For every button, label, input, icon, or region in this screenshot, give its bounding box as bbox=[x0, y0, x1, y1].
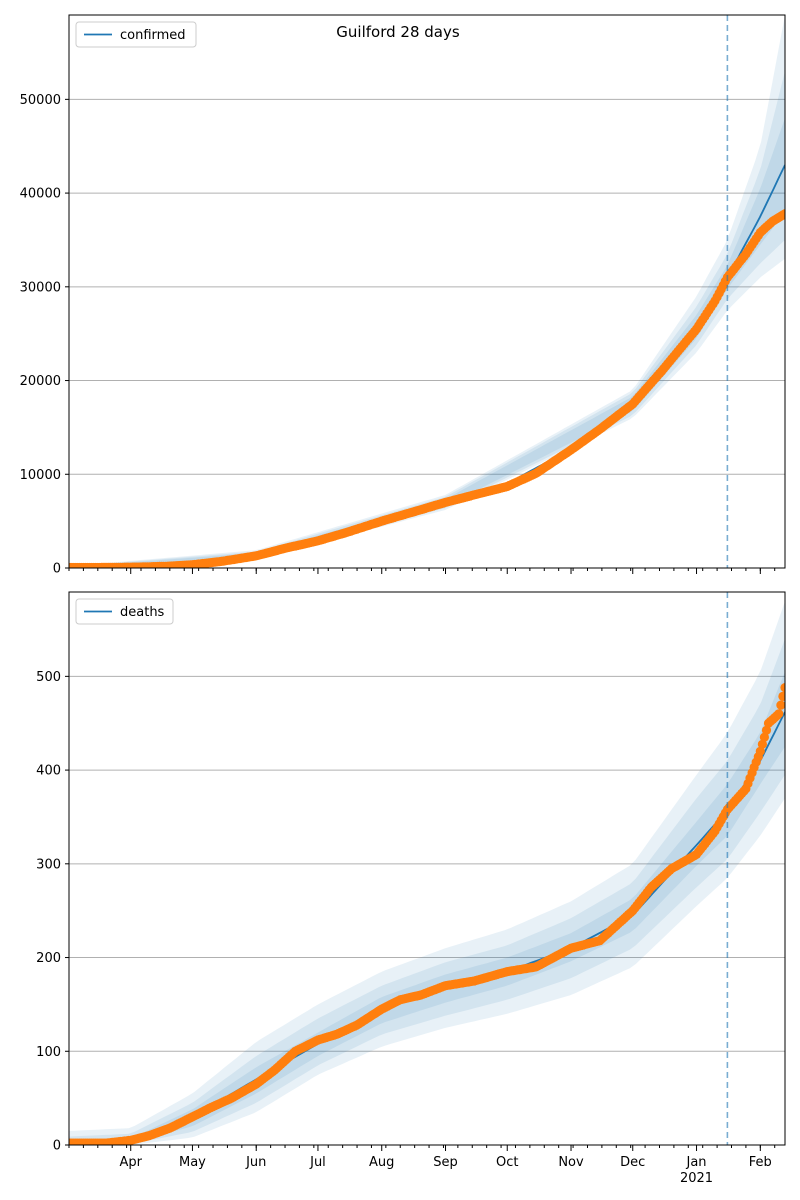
legend-box bbox=[75, 598, 174, 625]
observed-point bbox=[778, 691, 785, 701]
y-tick-label: 100 bbox=[36, 1045, 61, 1060]
observed-series bbox=[69, 683, 785, 1145]
y-tick-label: 30000 bbox=[20, 280, 61, 295]
observed-point bbox=[774, 709, 784, 719]
observed-point bbox=[780, 209, 785, 219]
uncertainty-band bbox=[69, 71, 785, 568]
y-tick-label: 10000 bbox=[20, 468, 61, 483]
y-tick-label: 50000 bbox=[20, 93, 61, 108]
x-tick-label: Jan bbox=[686, 1155, 707, 1170]
axes-frame bbox=[68, 14, 786, 569]
y-tick-label: 20000 bbox=[20, 374, 61, 389]
x-tick-label: Oct bbox=[496, 1155, 518, 1170]
y-tick-label: 500 bbox=[36, 670, 61, 685]
observed-point bbox=[776, 700, 785, 710]
observed-point bbox=[759, 732, 770, 742]
legend-label: confirmed bbox=[120, 28, 186, 43]
observed-point bbox=[755, 746, 765, 756]
deaths-chart: 0 100 200 300 400 500 Apr May Jun Jul Aug Sep Oct Nov… bbox=[36, 591, 786, 1186]
confirmed-chart: 0 10000 20000 30000 40000 50000 confirmed bbox=[20, 14, 786, 577]
legend-label: deaths bbox=[120, 605, 165, 620]
figure-title: Guilford 28 days bbox=[336, 23, 460, 41]
y-tick-label: 0 bbox=[53, 562, 61, 577]
legend-box bbox=[75, 21, 197, 48]
observed-point bbox=[757, 739, 768, 749]
x-tick-sublabel: 2021 bbox=[680, 1171, 713, 1186]
x-tick-label: Dec bbox=[620, 1155, 645, 1170]
observed-series bbox=[69, 209, 785, 568]
y-tick-label: 40000 bbox=[20, 187, 61, 202]
axes-frame bbox=[68, 591, 786, 1146]
observed-point bbox=[780, 683, 785, 693]
plot-area bbox=[69, 601, 785, 1145]
x-tick-label: Sep bbox=[433, 1155, 458, 1170]
uncertainty-band bbox=[69, 601, 785, 1145]
plot-area bbox=[69, 15, 785, 568]
y-tick-label: 400 bbox=[36, 764, 61, 779]
x-tick-label: Nov bbox=[558, 1155, 584, 1170]
legend: confirmed bbox=[75, 21, 197, 48]
x-tick-label: Feb bbox=[749, 1155, 772, 1170]
legend: deaths bbox=[75, 598, 174, 625]
uncertainty-band bbox=[69, 671, 785, 1145]
y-tick-label: 200 bbox=[36, 951, 61, 966]
observed-point bbox=[761, 725, 772, 735]
x-tick-label: Jul bbox=[309, 1155, 326, 1170]
x-tick-label: Jun bbox=[245, 1155, 266, 1170]
uncertainty-band bbox=[69, 638, 785, 1145]
uncertainty-band bbox=[69, 15, 785, 568]
x-tick-label: Apr bbox=[119, 1155, 142, 1170]
y-tick-label: 0 bbox=[53, 1139, 61, 1154]
y-tick-label: 300 bbox=[36, 857, 61, 872]
x-tick-label: Aug bbox=[369, 1155, 394, 1170]
x-tick-label: May bbox=[179, 1155, 206, 1170]
model-line bbox=[69, 711, 785, 1145]
